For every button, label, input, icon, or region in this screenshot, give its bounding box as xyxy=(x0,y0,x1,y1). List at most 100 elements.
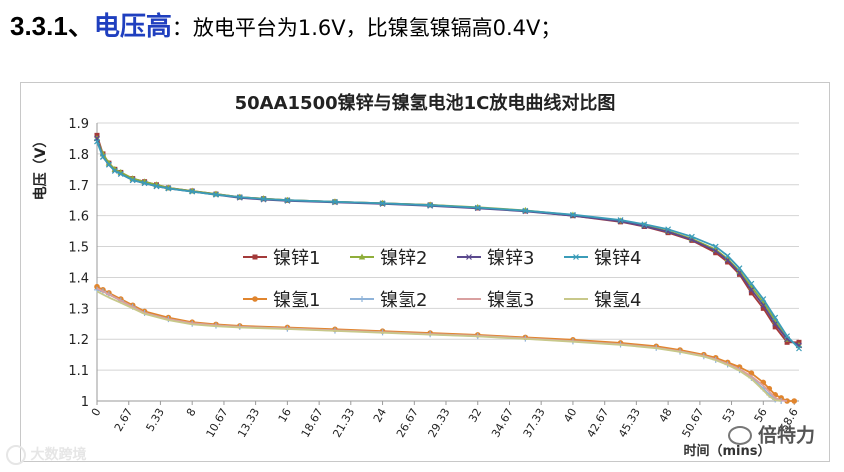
data-point xyxy=(570,211,576,218)
data-point xyxy=(100,154,106,160)
x-tick-label: 32 xyxy=(466,406,484,425)
data-point xyxy=(772,324,778,330)
x-tick-label: 21.33 xyxy=(330,406,357,440)
data-point xyxy=(712,247,719,254)
x-tick-label: 2.67 xyxy=(112,406,136,434)
data-point xyxy=(466,254,472,260)
data-point xyxy=(760,305,766,311)
data-point xyxy=(772,314,779,321)
x-tick-label: 42.67 xyxy=(584,406,611,440)
chart-title: 50AA1500镍锌与镍氢电池1C放电曲线对比图 xyxy=(235,92,616,114)
legend-item: 镍锌3 xyxy=(457,248,534,269)
data-point xyxy=(617,217,624,223)
x-axis-label: 时间（mins） xyxy=(684,443,771,459)
legend-label: 镍氢2 xyxy=(380,290,427,311)
legend-label: 镍锌2 xyxy=(380,248,427,269)
data-point xyxy=(522,207,529,214)
x-tick-label: 37.33 xyxy=(521,406,548,440)
x-tick-label: 48 xyxy=(656,406,674,425)
data-point xyxy=(796,345,802,352)
grid-layer xyxy=(97,122,799,402)
watermark-right: 倍特力 xyxy=(728,420,815,450)
data-point xyxy=(725,259,731,265)
data-point xyxy=(153,183,160,190)
page-heading: 3.3.1、电压高：放电平台为1.6V，比镍氢镍镉高0.4V； xyxy=(10,6,561,46)
x-tick-label: 26.67 xyxy=(394,406,421,440)
series-line xyxy=(96,287,788,402)
data-point xyxy=(712,243,719,250)
y-tick-label: 1.5 xyxy=(68,241,89,256)
y-tick-label: 1.7 xyxy=(68,179,89,194)
data-point xyxy=(252,254,258,260)
y-tick-label: 1.8 xyxy=(68,148,89,163)
data-point xyxy=(665,226,672,233)
data-point xyxy=(688,233,695,240)
data-point xyxy=(105,161,112,168)
watermark-right-text: 倍特力 xyxy=(758,424,816,447)
legend: 镍锌1 镍锌2 镍锌3 镍锌4 镍氢1 镍氢2 镍氢3 镍氢4 xyxy=(243,248,641,311)
legend-item: 镍锌4 xyxy=(564,248,641,269)
data-point xyxy=(474,204,481,211)
data-point xyxy=(641,221,648,228)
legend-item: 镍锌1 xyxy=(243,248,320,269)
y-tick-label: 1.3 xyxy=(68,302,89,317)
series-4 xyxy=(94,138,802,352)
series-line xyxy=(96,141,800,350)
series-5 xyxy=(94,283,798,404)
data-point xyxy=(760,302,767,309)
x-tick-label: 10.67 xyxy=(204,406,231,440)
data-point xyxy=(748,290,754,296)
y-axis-label: 电压（V） xyxy=(32,134,49,201)
data-point xyxy=(332,198,338,205)
data-point xyxy=(236,194,243,201)
y-tick-label: 1.6 xyxy=(68,210,89,225)
x-tick-label: 40 xyxy=(561,406,579,425)
y-tick-label: 1 xyxy=(81,395,89,410)
legend-item: 镍氢4 xyxy=(564,290,641,311)
x-tick-label: 56 xyxy=(752,406,770,425)
data-point xyxy=(760,296,767,302)
legend-label: 镍氢4 xyxy=(594,290,641,311)
data-point xyxy=(129,177,136,184)
data-point xyxy=(260,196,267,202)
legend-label: 镍锌3 xyxy=(487,248,534,269)
series-line xyxy=(96,290,782,402)
x-tick-label: 8 xyxy=(184,406,199,419)
data-point xyxy=(573,254,579,260)
data-point xyxy=(748,286,755,293)
data-point xyxy=(189,188,196,195)
series-layer xyxy=(93,132,803,404)
x-tick-label: 29.33 xyxy=(426,406,453,440)
x-tick-label: 13.33 xyxy=(235,406,262,440)
data-point xyxy=(358,253,366,260)
section-description: ：放电平台为1.6V，比镍氢镍镉高0.4V； xyxy=(171,16,562,40)
x-tick-label: 53 xyxy=(720,406,738,425)
section-keyword: 电压高 xyxy=(93,12,172,42)
data-point xyxy=(94,138,100,145)
series-7 xyxy=(96,287,788,402)
legend-item: 镍氢1 xyxy=(243,290,320,311)
data-point xyxy=(736,265,743,272)
x-tick-label: 0 xyxy=(89,406,104,419)
x-tick-label: 50.67 xyxy=(679,406,706,440)
legend-label: 镍锌4 xyxy=(594,248,641,269)
legend-item: 镍氢3 xyxy=(457,290,534,311)
data-point xyxy=(111,167,118,174)
legend-label: 镍氢3 xyxy=(487,290,534,311)
watermark-left: 大数跨境 xyxy=(6,443,86,467)
series-line xyxy=(96,285,795,402)
x-tick-label: 5.33 xyxy=(144,406,168,434)
data-point xyxy=(748,280,755,287)
data-point xyxy=(105,159,113,166)
data-point xyxy=(165,185,172,192)
legend-label: 镍锌1 xyxy=(273,248,320,269)
x-tick-label: 34.67 xyxy=(489,406,516,440)
axis-layer: 1 1.1 1.2 1.3 1.4 1.5 1.6 1.7 1.8 1.9 0 2.67 5.33 8 10… xyxy=(68,117,801,440)
x-tick-label: 24 xyxy=(371,406,389,425)
data-point xyxy=(772,320,779,327)
data-point xyxy=(379,200,386,207)
legend-label: 镍氢1 xyxy=(273,290,320,311)
legend-item: 镍锌2 xyxy=(350,248,427,269)
series-3 xyxy=(94,135,802,349)
data-point xyxy=(784,333,791,340)
